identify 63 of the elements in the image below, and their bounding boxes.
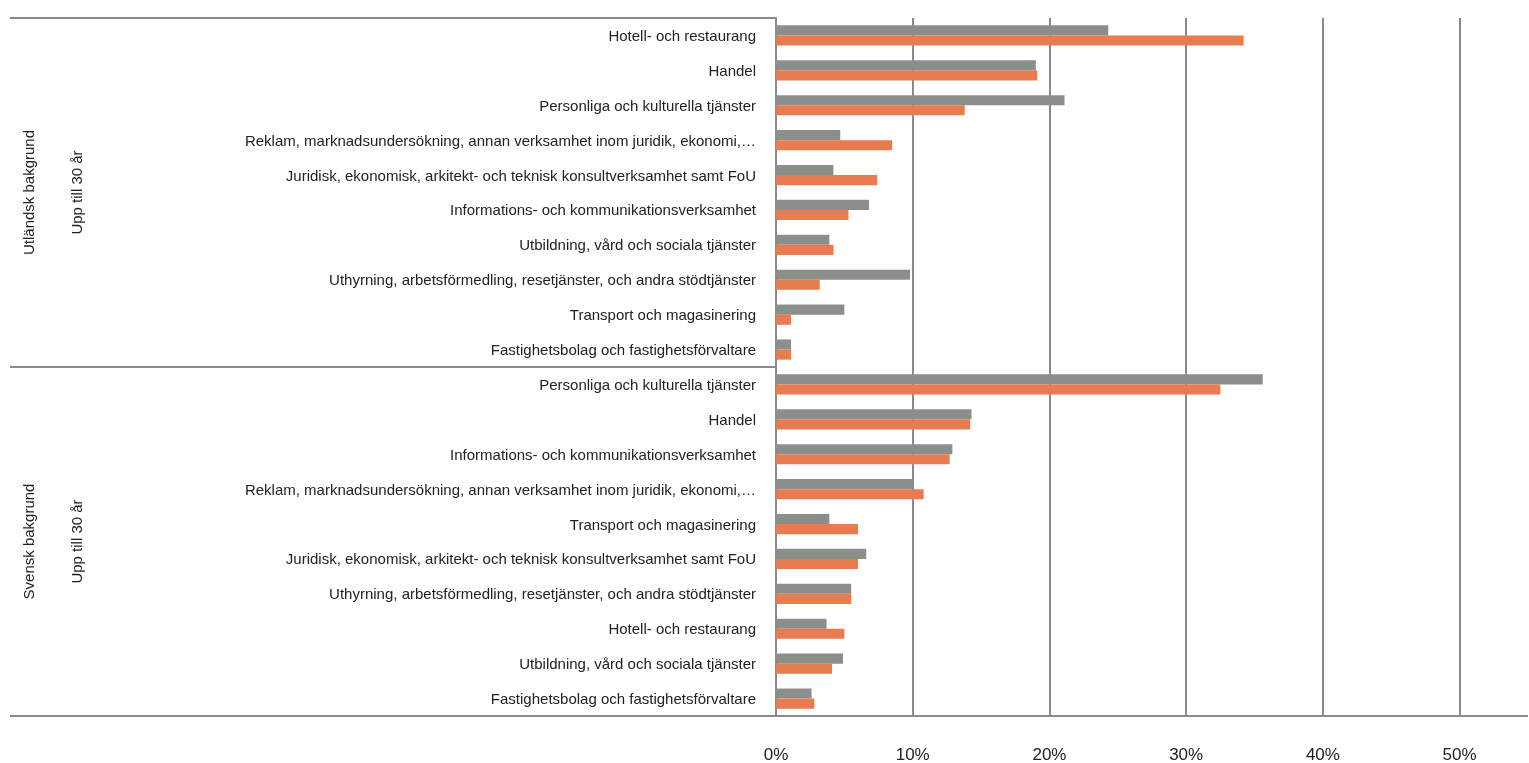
y-tick-label: Fastighetsbolag och fastighetsförvaltare: [490, 690, 756, 708]
bar: [776, 244, 834, 255]
bar: [776, 698, 815, 709]
y-tick-label: Transport och magasinering: [569, 515, 756, 533]
bar: [776, 548, 867, 559]
bar: [776, 175, 878, 186]
text: Upp till 30 år: [67, 499, 85, 584]
bar: [776, 304, 845, 315]
bar: [776, 314, 792, 325]
x-tick-label: 40%: [1305, 745, 1340, 763]
bar: [776, 70, 1038, 81]
bar: [776, 209, 849, 221]
y-tick-label: Utbildning, vård och sociala tjänster: [519, 655, 756, 673]
y-tick-label: Fastighetsbolag och fastighetsförvaltare: [490, 341, 756, 359]
bar: [776, 279, 820, 290]
bar: [776, 349, 792, 360]
y-tick-label: Juridisk, ekonomisk, arkitekt- och teknisk konsultverksamhet samt FoU: [285, 166, 756, 184]
bar: [776, 454, 950, 465]
bar: [776, 234, 830, 245]
y-tick-label: Reklam, marknadsundersökning, annan verksamhet inom juridik, ekonomi,…: [244, 131, 756, 149]
y-tick-label: Hotell- och restaurang: [608, 26, 756, 44]
y-tick-label: Uthyrning, arbetsförmedling, resetjänster, och andra stödtjänster: [329, 271, 756, 289]
text: Upp till 30 år: [67, 150, 85, 235]
y-tick-label: Informations- och kommunikationsverksamhet: [450, 445, 757, 463]
y-tick-label: Transport och magasinering: [569, 306, 756, 324]
x-tick-label: 20%: [1032, 745, 1067, 763]
bar: [776, 653, 843, 664]
bar: [776, 269, 910, 280]
bar: [776, 339, 792, 350]
bar: [776, 524, 859, 535]
bar: [776, 558, 859, 570]
bar: [776, 583, 852, 594]
x-tick-label: 30%: [1169, 745, 1204, 763]
y-tick-label: Juridisk, ekonomisk, arkitekt- och teknisk konsultverksamhet samt FoU: [285, 550, 756, 568]
bar: [776, 593, 852, 604]
bar: [776, 419, 971, 430]
y-tick-label: Uthyrning, arbetsförmedling, resetjänster, och andra stödtjänster: [329, 585, 756, 603]
bar: [776, 628, 845, 639]
bar: [776, 618, 827, 629]
x-tick-label: 10%: [895, 745, 930, 763]
bar: [776, 663, 833, 674]
y-tick-label: Handel: [708, 61, 756, 79]
bar: [776, 489, 924, 500]
bar: [776, 140, 893, 151]
y-tick-label: Personliga och kulturella tjänster: [539, 96, 756, 114]
bar: [776, 164, 834, 176]
bar: [776, 384, 1221, 395]
y-tick-label: Hotell- och restaurang: [608, 620, 756, 638]
text: Utländsk bakgrund: [19, 129, 37, 256]
y-tick-label: Reklam, marknadsundersökning, annan verksamhet inom juridik, ekonomi,…: [244, 480, 756, 498]
x-tick-label: 50%: [1442, 745, 1477, 763]
y-tick-label: Utbildning, vård och sociala tjänster: [519, 236, 756, 254]
bar: [776, 688, 812, 699]
text: Svensk bakgrund: [19, 483, 37, 600]
bar: [776, 35, 1244, 46]
bar: [776, 513, 830, 525]
bar: [776, 199, 869, 210]
bar: [776, 130, 841, 141]
bar: [776, 105, 965, 116]
y-tick-label: Handel: [708, 410, 756, 428]
y-tick-label: Personliga och kulturella tjänster: [539, 375, 756, 393]
x-tick-label: 0%: [763, 745, 789, 763]
y-tick-label: Informations- och kommunikationsverksamhet: [450, 201, 757, 219]
